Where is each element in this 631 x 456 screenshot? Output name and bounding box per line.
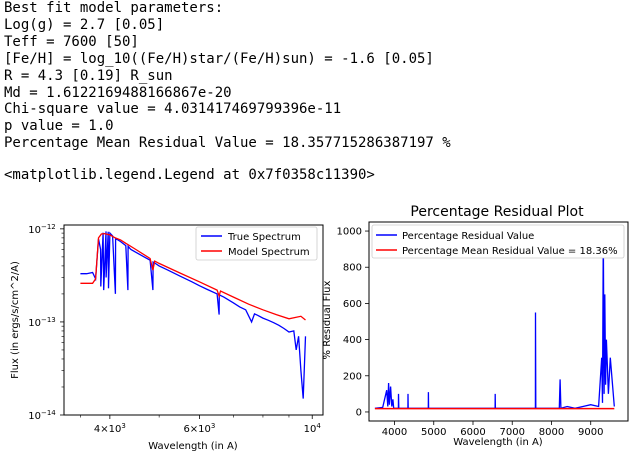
spectrum-plot: 4×103 6×103 104 10−12 10−13 10−14 Wavelength… (10, 223, 324, 452)
residual-legend-box (371, 224, 625, 259)
output-line: Chi-square value = 4.031417469799396e-11 (4, 101, 342, 118)
residual-x-tick-label: 6000 (460, 427, 485, 438)
residual-y-ticks: 0 200 400 600 800 1000 (337, 227, 369, 418)
residual-x-tick-label: 9000 (578, 427, 603, 438)
legend-residual-label: Percentage Residual Value (402, 231, 534, 242)
spectrum-legend-box (195, 226, 318, 261)
output-line: Best fit model parameters: (4, 0, 224, 16)
output-line: [Fe/H] = log_10((Fe/H)star/(Fe/H)sun) = … (4, 50, 434, 67)
legend-true-label: True Spectrum (227, 232, 301, 243)
residual-legend: Percentage Residual Value Percentage Mea… (371, 224, 625, 259)
residual-y-tick-label: 800 (343, 263, 362, 274)
model-spectrum-line (80, 232, 306, 321)
spectrum-xlabel: Wavelength (in A) (148, 441, 238, 452)
residual-x-tick-label: 8000 (539, 427, 564, 438)
residual-y-tick-label: 0 (356, 407, 362, 418)
spectrum-ylabel: Flux (in ergs/s/cm^2/A) (10, 261, 21, 379)
spectrum-legend: True Spectrum Model Spectrum (195, 226, 318, 261)
residual-lines (374, 230, 615, 410)
residual-title: Percentage Residual Plot (410, 204, 584, 220)
spectrum-y-ticks: 10−12 10−13 10−14 (28, 223, 64, 422)
residual-plot: Percentage Residual Plot 4000 5000 6000 700… (322, 204, 629, 448)
spectrum-y-tick-label: 10−12 (28, 223, 56, 236)
output-line: Teff = 7600 [50] (4, 33, 139, 50)
legend-model-label: Model Spectrum (228, 247, 310, 258)
cell-output-text: Best fit model parameters: Log(g) = 2.7 [… (4, 0, 451, 152)
spectrum-plot-frame (63, 224, 324, 416)
output-line: Log(g) = 2.7 [0.05] (4, 16, 165, 33)
residual-ylabel: % Residual Flux (322, 280, 333, 359)
spectrum-lines (80, 231, 307, 399)
legend-repr-line: <matplotlib.legend.Legend at 0x7f0358c11… (4, 167, 375, 183)
spectrum-x-ticks: 4×103 6×103 104 (80, 415, 321, 435)
spectrum-x-tick-label: 104 (304, 422, 322, 435)
residual-plot-frame (368, 221, 629, 422)
residual-xlabel: Wavelength (in A) (453, 437, 543, 448)
residual-x-tick-label: 5000 (421, 427, 446, 438)
output-line: Md = 1.6122169488166867e-20 (4, 84, 232, 101)
residual-y-tick-label: 400 (343, 335, 362, 346)
residual-x-tick-label: 4000 (382, 427, 407, 438)
residual-y-tick-label: 200 (343, 371, 362, 382)
spectrum-x-tick-label: 4×103 (94, 422, 126, 435)
residual-y-tick-label: 1000 (337, 227, 362, 238)
spectrum-y-tick-label: 10−14 (28, 409, 56, 422)
output-line: p value = 1.0 (4, 118, 114, 135)
residual-line (374, 230, 615, 410)
legend-mean-label: Percentage Mean Residual Value = 18.36% (402, 246, 618, 257)
spectrum-y-tick-label: 10−13 (28, 316, 56, 329)
output-line: R = 4.3 [0.19] R_sun (4, 67, 173, 84)
residual-x-tick-label: 7000 (500, 427, 525, 438)
residual-y-tick-label: 600 (343, 299, 362, 310)
spectrum-x-tick-label: 6×103 (183, 422, 215, 435)
residual-x-ticks: 4000 5000 6000 7000 8000 9000 (382, 421, 603, 438)
output-line: Percentage Mean Residual Value = 18.3577… (4, 135, 451, 152)
